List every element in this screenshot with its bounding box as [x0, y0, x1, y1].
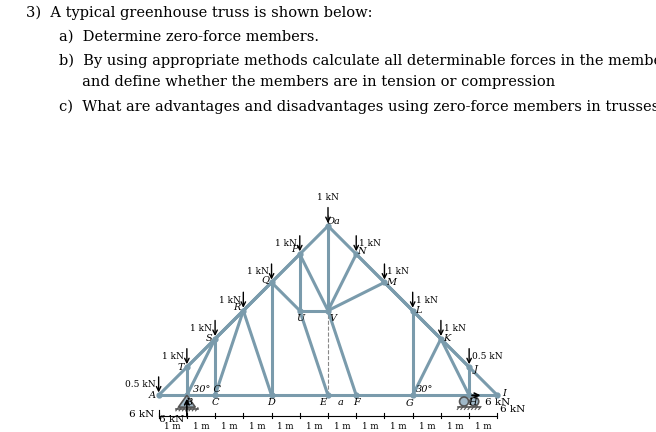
- Text: D: D: [268, 398, 276, 407]
- Text: 6 kN: 6 kN: [159, 415, 184, 424]
- Text: E: E: [319, 398, 326, 407]
- Text: 1 m: 1 m: [306, 422, 322, 431]
- Text: 1 m: 1 m: [165, 422, 181, 431]
- Text: 1 m: 1 m: [419, 422, 435, 431]
- Text: A: A: [149, 391, 156, 400]
- Text: S: S: [205, 334, 212, 343]
- Text: 1 m: 1 m: [362, 422, 379, 431]
- Text: 1 m: 1 m: [193, 422, 209, 431]
- Text: 30° C: 30° C: [192, 385, 220, 394]
- Text: N: N: [358, 247, 366, 256]
- Circle shape: [460, 397, 468, 406]
- Text: H: H: [468, 398, 477, 407]
- Text: 1 kN: 1 kN: [317, 193, 339, 202]
- Text: 1 kN: 1 kN: [162, 352, 184, 361]
- Text: 0.5 kN: 0.5 kN: [125, 380, 156, 389]
- Text: F: F: [353, 398, 359, 407]
- Text: 1 m: 1 m: [390, 422, 407, 431]
- Text: and define whether the members are in tension or compression: and define whether the members are in te…: [59, 75, 555, 89]
- Text: K: K: [443, 334, 451, 343]
- Text: 6 kN: 6 kN: [129, 410, 154, 419]
- Text: 1 kN: 1 kN: [218, 295, 241, 305]
- Text: a: a: [338, 398, 344, 407]
- Text: C: C: [211, 398, 219, 407]
- Text: b)  By using appropriate methods calculate all determinable forces in the member: b) By using appropriate methods calculat…: [59, 53, 656, 68]
- Text: Q: Q: [261, 275, 270, 284]
- Text: U: U: [296, 314, 304, 323]
- Text: 1 kN: 1 kN: [387, 267, 409, 276]
- Text: c)  What are advantages and disadvantages using zero-force members in trusses?: c) What are advantages and disadvantages…: [59, 99, 656, 114]
- Text: M: M: [386, 278, 396, 287]
- Text: 30°: 30°: [415, 385, 433, 394]
- Text: 1 m: 1 m: [249, 422, 266, 431]
- Text: 6 kN: 6 kN: [500, 405, 525, 414]
- Text: P: P: [291, 245, 297, 254]
- Text: 1 kN: 1 kN: [247, 267, 269, 276]
- Text: L: L: [416, 306, 422, 315]
- Text: Oa: Oa: [326, 217, 340, 226]
- Text: J: J: [474, 365, 478, 375]
- Polygon shape: [178, 395, 195, 407]
- Text: 1 m: 1 m: [475, 422, 491, 431]
- Text: 1 kN: 1 kN: [415, 295, 438, 305]
- Text: 1 kN: 1 kN: [443, 324, 466, 333]
- Text: 1 m: 1 m: [334, 422, 350, 431]
- Text: 1 kN: 1 kN: [359, 239, 381, 248]
- Text: 0.5 kN: 0.5 kN: [472, 352, 502, 361]
- Text: T: T: [177, 362, 184, 372]
- Text: R: R: [234, 303, 241, 312]
- Text: 6 kN: 6 kN: [485, 398, 510, 407]
- Circle shape: [470, 397, 479, 406]
- Text: 1 m: 1 m: [221, 422, 237, 431]
- Text: 1 kN: 1 kN: [275, 239, 297, 248]
- Text: 1 m: 1 m: [447, 422, 463, 431]
- Text: V: V: [329, 314, 337, 323]
- Text: I: I: [502, 389, 506, 398]
- Text: 3)  A typical greenhouse truss is shown below:: 3) A typical greenhouse truss is shown b…: [26, 6, 373, 20]
- Text: 1 m: 1 m: [277, 422, 294, 431]
- Text: B: B: [186, 398, 193, 407]
- Text: 1 kN: 1 kN: [190, 324, 213, 333]
- Text: G: G: [406, 399, 414, 408]
- Text: a)  Determine zero-force members.: a) Determine zero-force members.: [59, 29, 319, 43]
